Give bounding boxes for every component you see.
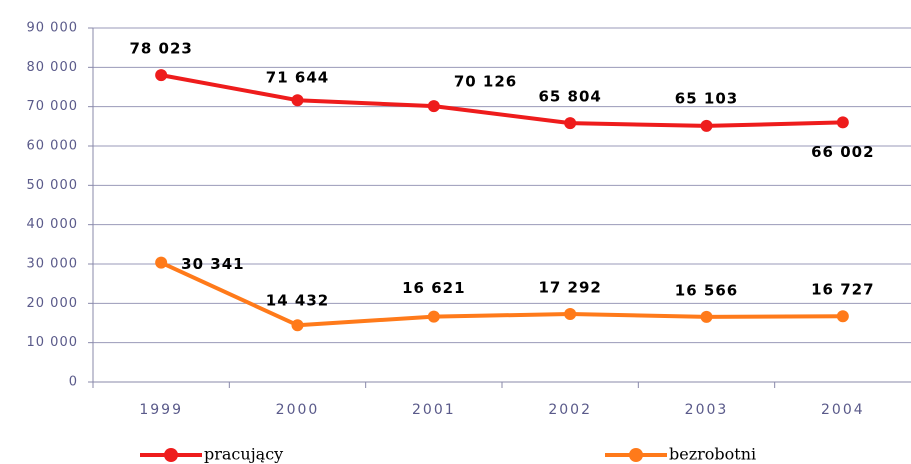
data-label: 71 644	[266, 69, 329, 87]
data-point	[836, 116, 849, 129]
data-label: 16 566	[675, 281, 738, 299]
legend-label: bezrobotni	[669, 445, 756, 464]
y-tick-label: 10 000	[27, 335, 79, 350]
data-point	[836, 310, 849, 323]
data-label: 14 432	[266, 292, 329, 310]
x-tick-label: 1999	[139, 402, 183, 418]
data-point	[155, 69, 168, 82]
legend-label: pracujący	[204, 445, 283, 464]
data-label: 66 002	[811, 143, 874, 161]
y-tick-label: 60 000	[27, 139, 79, 154]
data-label: 16 727	[811, 281, 874, 299]
x-tick-label: 2001	[412, 402, 456, 418]
x-tick-label: 2004	[821, 402, 865, 418]
data-label: 65 804	[538, 88, 601, 106]
y-tick-label: 80 000	[27, 60, 79, 75]
data-point	[427, 100, 440, 113]
data-label: 17 292	[538, 278, 601, 296]
series-line	[160, 260, 843, 328]
x-tick-label: 2002	[548, 402, 592, 418]
y-tick-label: 40 000	[27, 217, 79, 232]
data-label: 30 341	[181, 255, 244, 273]
data-point	[564, 117, 577, 130]
data-point	[155, 256, 168, 269]
data-point	[427, 310, 440, 323]
data-label: 70 126	[454, 73, 517, 91]
series-line	[160, 73, 843, 128]
y-tick-label: 50 000	[27, 178, 79, 193]
data-point	[564, 307, 577, 320]
y-tick-label: 20 000	[27, 296, 79, 311]
data-point	[700, 310, 713, 323]
y-tick-label: 30 000	[27, 257, 79, 272]
x-tick-label: 2000	[276, 402, 320, 418]
y-tick-label: 70 000	[27, 99, 79, 114]
data-label: 65 103	[675, 89, 738, 107]
data-point	[291, 94, 304, 107]
y-tick-label: 90 000	[27, 21, 79, 36]
y-tick-label: 0	[69, 375, 78, 390]
x-tick-label: 2003	[685, 402, 729, 418]
legend-marker	[164, 448, 178, 462]
data-point	[291, 319, 304, 332]
data-label: 78 023	[129, 40, 192, 58]
data-point	[700, 119, 713, 132]
data-label: 16 621	[402, 279, 465, 297]
legend-marker	[629, 448, 643, 462]
